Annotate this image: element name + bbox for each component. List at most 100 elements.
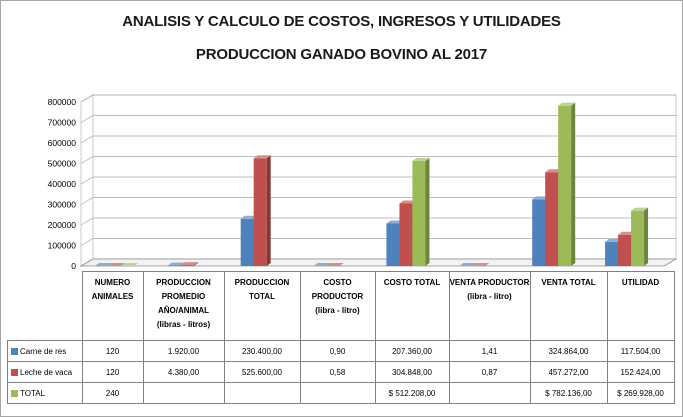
data-table-cell: 152.424,00 xyxy=(606,361,675,383)
data-table-cell: 1,41 xyxy=(448,340,531,362)
bar-front xyxy=(399,203,413,266)
bar-top xyxy=(386,220,404,224)
data-table-cell: 240 xyxy=(81,382,144,404)
series-legend-cell: TOTAL xyxy=(7,382,83,404)
y-tick-label: 600000 xyxy=(48,138,77,148)
data-table-header-cell: COSTO PRODUCTOR (libra - litro) xyxy=(299,271,376,341)
data-table: NUMERO ANIMALES PRODUCCION PROMEDIO AÑO/ANIM… xyxy=(7,271,675,404)
y-tick-label: 100000 xyxy=(48,241,77,251)
data-table-header-cell: COSTO TOTAL xyxy=(374,271,450,341)
header-line: TOTAL xyxy=(249,292,275,301)
bar-side xyxy=(571,102,576,267)
data-table-cell xyxy=(299,382,376,404)
data-table-row: Leche de vaca 120 4.380,00 525.600,00 0,58 30… xyxy=(7,361,675,383)
gridline xyxy=(80,156,676,164)
y-tick-label: 700000 xyxy=(48,118,77,128)
bar-front xyxy=(605,241,619,266)
bar-front xyxy=(558,105,572,267)
data-table-cell: 0,58 xyxy=(299,361,376,383)
bar-front xyxy=(240,218,254,266)
bar-top xyxy=(459,262,477,266)
gridline xyxy=(80,94,676,103)
bar-front xyxy=(631,210,645,266)
bar-top xyxy=(631,207,649,211)
header-line: PRODUCCION xyxy=(234,278,290,287)
header-line: AÑO/ANIMAL xyxy=(157,306,210,315)
header-line: UTILIDAD xyxy=(621,278,660,287)
gridline xyxy=(80,135,676,144)
bar-front xyxy=(386,223,400,266)
data-table-cell: 4.380,00 xyxy=(142,361,225,383)
bar-top xyxy=(326,262,344,266)
header-line: (libras - litros) xyxy=(156,320,211,329)
bar-side xyxy=(425,157,430,266)
data-table-cell: 324.864,00 xyxy=(529,340,608,362)
data-table-cell: 304.848,00 xyxy=(374,361,450,383)
bar-top xyxy=(532,196,550,200)
y-tick-label: 200000 xyxy=(48,220,77,230)
header-line: PRODUCCION xyxy=(156,278,211,287)
data-table-corner xyxy=(7,271,83,341)
bar-side xyxy=(133,262,138,266)
bar-front xyxy=(618,234,632,266)
y-tick-label: 500000 xyxy=(48,159,77,169)
data-table-cell: 230.400,00 xyxy=(223,340,301,362)
data-table-cell: $ 782.136,00 xyxy=(529,382,608,404)
bar-top xyxy=(558,102,576,106)
legend-key xyxy=(11,368,18,376)
y-tick-label: 0 xyxy=(71,261,76,271)
gridline xyxy=(80,238,676,246)
legend-key xyxy=(11,347,18,355)
header-line: COSTO xyxy=(323,278,352,287)
legend-key xyxy=(11,389,18,397)
header-line: COSTO TOTAL xyxy=(383,278,441,287)
data-table-header-cell: NUMERO ANIMALES xyxy=(81,271,144,341)
bar-top xyxy=(107,262,125,266)
data-table-cell xyxy=(142,382,225,404)
data-table-cell: 120 xyxy=(81,340,144,362)
data-table-header-cell: PRODUCCION TOTAL xyxy=(223,271,301,341)
bar-front xyxy=(180,265,194,266)
y-tick-label: 800000 xyxy=(48,97,77,107)
series-label: Leche de vaca xyxy=(20,367,73,377)
header-line: ANIMALES xyxy=(91,292,134,301)
data-table-cell: $ 512.208,00 xyxy=(374,382,450,404)
data-table-cell: 117.504,00 xyxy=(606,340,675,362)
data-table-cell: 120 xyxy=(81,361,144,383)
gridline xyxy=(80,115,676,123)
data-table-header-cell: PRODUCCION PROMEDIO AÑO/ANIMAL (libras - li… xyxy=(142,271,225,341)
data-table-cell: 0,87 xyxy=(448,361,531,383)
bar-top xyxy=(545,169,563,173)
gridline xyxy=(80,176,676,185)
data-table-cell xyxy=(223,382,301,404)
data-table-row: Carne de res 120 1.920,00 230.400,00 0,90 207… xyxy=(7,340,675,362)
data-table-cell: 525.600,00 xyxy=(223,361,301,383)
data-table-header-cell: VENTA PRODUCTOR (libra - litro) xyxy=(448,271,531,341)
chart-title-line-1: ANALISIS Y CALCULO DE COSTOS, INGRESOS Y… xyxy=(122,13,561,30)
bar-side xyxy=(339,262,344,266)
bar-side xyxy=(266,155,271,266)
bar-top xyxy=(167,262,185,266)
bar-top xyxy=(253,155,271,159)
header-line: (libra - litro) xyxy=(467,292,512,301)
data-table-cell: 1.920,00 xyxy=(142,340,225,362)
bar-top xyxy=(313,262,331,266)
bar-top xyxy=(120,262,138,266)
header-line: PRODUCTOR xyxy=(311,292,364,301)
bar-top xyxy=(412,157,430,161)
bar-front xyxy=(253,158,267,266)
bar-top xyxy=(94,262,112,266)
bar-top xyxy=(399,200,417,204)
y-tick-label: 400000 xyxy=(48,179,77,189)
bar-top xyxy=(618,231,636,235)
bar-front xyxy=(412,160,426,266)
series-label: TOTAL xyxy=(20,388,46,398)
bar-front xyxy=(532,199,546,266)
header-line: NUMERO xyxy=(94,278,131,287)
bar-front xyxy=(545,172,559,266)
bar-top xyxy=(472,262,490,266)
series-label: Carne de res xyxy=(20,346,67,356)
bar-top xyxy=(180,262,198,266)
data-table-cell: $ 269.928,00 xyxy=(606,382,675,404)
